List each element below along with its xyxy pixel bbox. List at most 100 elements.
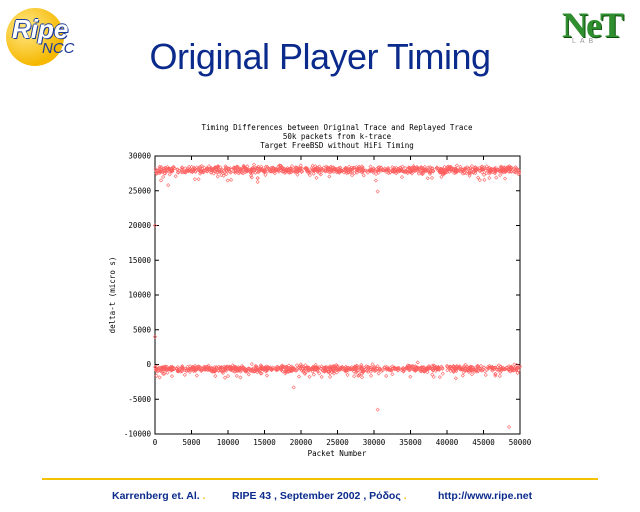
data-point — [311, 372, 316, 377]
data-point — [372, 364, 377, 369]
data-point — [473, 168, 478, 173]
data-point — [493, 169, 498, 174]
data-point — [478, 368, 483, 373]
data-point — [246, 372, 251, 377]
data-point — [354, 369, 359, 374]
data-point — [192, 166, 197, 171]
data-point — [286, 369, 291, 374]
data-point — [319, 374, 324, 379]
x-tick-label: 15000 — [253, 438, 276, 447]
data-point — [258, 166, 263, 171]
data-point — [314, 175, 319, 180]
data-point — [418, 368, 423, 373]
y-tick-label: 0 — [146, 360, 151, 369]
data-point — [408, 374, 413, 379]
data-point — [463, 366, 468, 372]
data-point — [352, 171, 357, 176]
data-point — [289, 164, 295, 169]
data-point — [340, 367, 345, 372]
data-point — [198, 169, 203, 174]
data-point — [385, 366, 390, 371]
x-tick-label: 20000 — [290, 438, 313, 447]
data-point — [440, 371, 445, 376]
data-point — [331, 364, 336, 369]
data-point — [196, 177, 201, 182]
data-point-outlier — [152, 334, 158, 339]
data-point — [344, 365, 349, 370]
data-point — [458, 367, 463, 372]
data-point — [209, 170, 214, 175]
data-point — [192, 177, 197, 182]
data-point — [165, 164, 170, 170]
data-point — [258, 371, 263, 376]
data-point — [460, 373, 465, 378]
data-point — [442, 164, 447, 170]
data-point — [410, 363, 415, 368]
data-point — [443, 168, 449, 174]
data-point — [176, 369, 181, 374]
data-point — [154, 171, 159, 176]
data-point — [224, 364, 229, 369]
data-point — [410, 167, 415, 172]
data-point — [169, 166, 174, 171]
data-point — [199, 368, 204, 373]
data-point — [296, 168, 301, 173]
data-point — [505, 165, 510, 170]
data-point — [374, 366, 379, 371]
data-point — [300, 367, 305, 372]
data-point — [482, 177, 487, 182]
chart-subtitle-2: Target FreeBSD without HiFi Timing — [260, 141, 414, 150]
data-point — [306, 368, 311, 373]
data-point — [167, 172, 172, 177]
data-point — [311, 168, 316, 173]
data-point — [295, 172, 300, 177]
data-point — [256, 170, 261, 175]
data-point — [431, 168, 436, 173]
data-point — [391, 168, 396, 173]
x-tick-label: 40000 — [436, 438, 459, 447]
net-lab-logo: NeT LAB — [560, 4, 636, 48]
data-point — [326, 166, 331, 171]
data-point — [187, 369, 192, 374]
data-point — [354, 168, 359, 173]
data-point — [194, 373, 199, 378]
data-point — [179, 170, 184, 175]
data-point — [209, 166, 214, 171]
data-point — [360, 366, 365, 371]
data-point-outlier — [166, 183, 171, 188]
data-point — [309, 367, 314, 372]
data-point — [350, 166, 355, 171]
data-point — [258, 365, 263, 370]
data-point — [498, 173, 503, 178]
data-point — [224, 172, 229, 177]
data-point — [427, 171, 433, 176]
data-point — [331, 369, 336, 374]
data-point — [170, 367, 175, 372]
x-axis-label: Packet Number — [308, 449, 367, 458]
data-point — [161, 166, 166, 171]
data-point — [452, 167, 457, 172]
data-point — [276, 167, 281, 172]
data-point — [261, 367, 266, 372]
data-point — [186, 168, 191, 173]
data-point — [370, 367, 375, 372]
data-point — [371, 367, 376, 372]
data-point — [328, 371, 333, 376]
data-point — [256, 164, 261, 169]
y-tick-label: 30000 — [128, 152, 151, 161]
data-point — [182, 169, 187, 174]
data-point — [434, 165, 439, 170]
data-point — [298, 362, 303, 367]
footer-authors-text: Karrenberg et. Al. — [112, 490, 200, 502]
data-point — [371, 168, 376, 174]
data-point — [361, 173, 366, 178]
data-point — [154, 169, 159, 174]
data-point — [330, 165, 335, 170]
data-point — [503, 176, 508, 181]
data-point — [161, 174, 166, 179]
data-point — [203, 365, 208, 370]
footer-url-link[interactable]: http://www.ripe.net — [438, 490, 533, 502]
data-point — [345, 372, 350, 377]
data-point — [434, 366, 439, 371]
data-point — [448, 364, 453, 369]
